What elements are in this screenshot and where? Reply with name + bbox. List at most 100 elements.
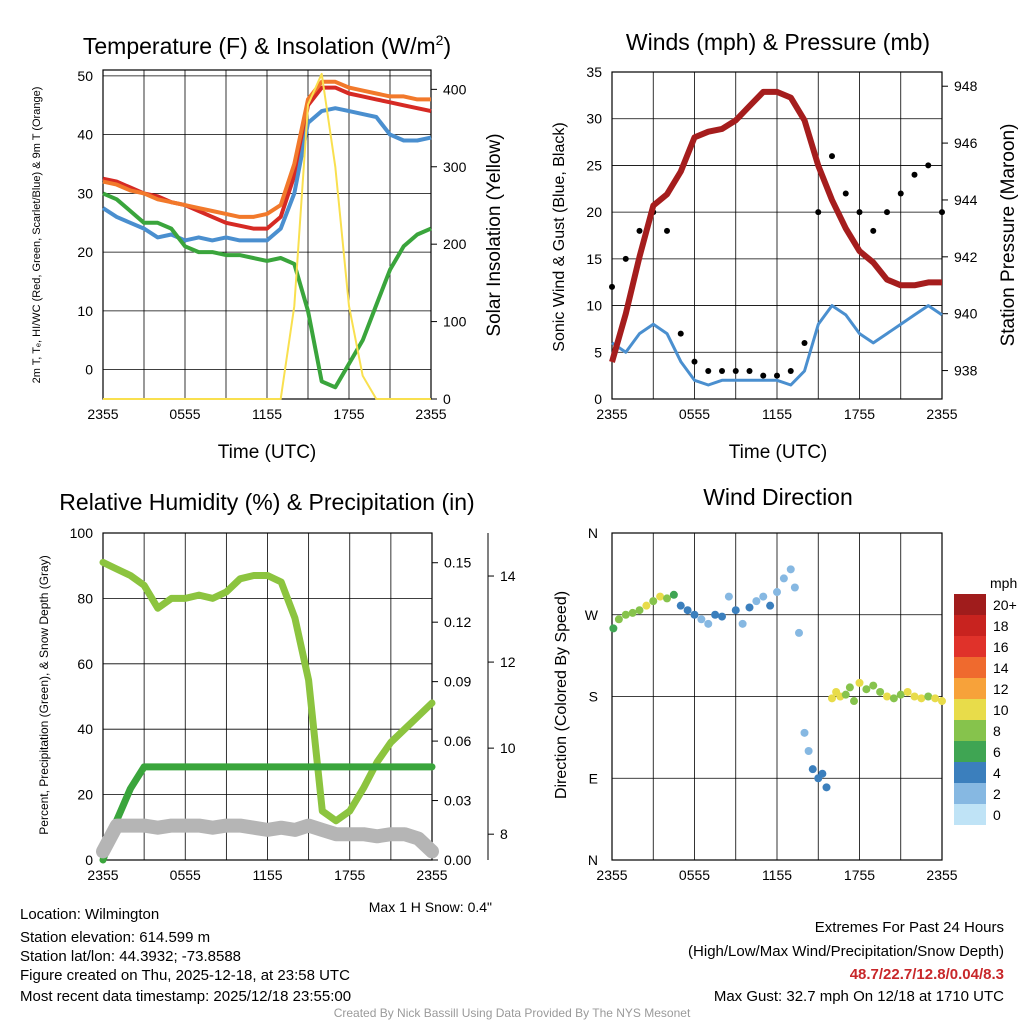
legend-label: 2 bbox=[993, 786, 1001, 802]
y2-tick-label: 400 bbox=[443, 81, 467, 97]
x-tick-label: 1155 bbox=[252, 867, 282, 883]
series-green bbox=[99, 763, 436, 864]
winds-ylabel-right: Station Pressure (Maroon) bbox=[998, 124, 1019, 347]
direction-point bbox=[718, 612, 726, 621]
y-tick-label: 20 bbox=[77, 244, 93, 260]
legend-label: 16 bbox=[993, 639, 1009, 655]
y-tick-label: 40 bbox=[77, 721, 93, 737]
winds-xlabel: Time (UTC) bbox=[729, 442, 828, 463]
humidity-plot: 2355 0555 1155 1755 23550204060801000.000.03… bbox=[70, 525, 516, 883]
x-tick-label: 0555 bbox=[679, 867, 710, 883]
legend-swatch bbox=[954, 615, 986, 636]
y-tick-label: 30 bbox=[586, 111, 602, 127]
direction-point bbox=[903, 687, 912, 696]
direction-point bbox=[808, 765, 817, 774]
direction-point bbox=[850, 697, 858, 706]
y-tick-label: 30 bbox=[77, 185, 93, 201]
legend-swatch bbox=[954, 783, 986, 804]
direction-point bbox=[724, 592, 733, 601]
gust-point bbox=[677, 330, 684, 337]
y-tick-label: N bbox=[588, 525, 598, 541]
direction-point bbox=[869, 681, 878, 690]
x-tick-label: 0555 bbox=[170, 867, 201, 883]
gust-point bbox=[829, 153, 835, 160]
y2-tick-label: 0 bbox=[443, 391, 451, 407]
x-tick-label: 1755 bbox=[844, 867, 875, 883]
gust-point bbox=[897, 190, 904, 197]
credit: Created By Nick Bassill Using Data Provi… bbox=[333, 1006, 691, 1020]
legend-label: 14 bbox=[993, 660, 1009, 676]
direction-point bbox=[773, 588, 781, 597]
gust-point bbox=[705, 367, 712, 374]
direction-point bbox=[931, 694, 940, 703]
direction-point bbox=[896, 690, 905, 699]
legend-label: 6 bbox=[993, 744, 1001, 760]
y2-tick-label: 0.09 bbox=[444, 674, 471, 690]
y2-tick-label: 0.06 bbox=[444, 733, 471, 749]
temperature-plot: 2355 0555 1155 1755 235501020304050010020030… bbox=[77, 68, 466, 422]
gust-point bbox=[815, 209, 822, 216]
gust-point bbox=[664, 227, 670, 234]
humidity-ylabel-left: Percent, Precipitation (Green), & Snow D… bbox=[37, 555, 51, 834]
series-blue bbox=[101, 106, 432, 243]
legend-label: 18 bbox=[993, 618, 1009, 634]
direction-point bbox=[609, 624, 618, 633]
winds-ylabel-left: Sonic Wind & Gust (Blue, Black) bbox=[551, 122, 568, 351]
direction-point bbox=[711, 610, 720, 619]
direction-point bbox=[635, 606, 644, 615]
direction-point bbox=[683, 606, 692, 615]
direction-ylabel-left: Direction (Colored By Speed) bbox=[553, 591, 570, 799]
x-tick-label: 2355 bbox=[415, 406, 446, 422]
gust-point bbox=[609, 283, 615, 290]
y-tick-label: 60 bbox=[77, 656, 93, 672]
legend-swatch bbox=[954, 657, 986, 678]
direction-point bbox=[938, 697, 946, 706]
y2-tick-label: 940 bbox=[954, 306, 978, 322]
direction-point bbox=[828, 694, 836, 703]
gust-point bbox=[760, 372, 767, 379]
legend-swatch bbox=[954, 636, 986, 657]
x-tick-label: 2355 bbox=[87, 406, 118, 422]
direction-point bbox=[818, 769, 827, 778]
y2-tick-label: 948 bbox=[954, 78, 978, 94]
footer-created: Figure created on Thu, 2025-12-18, at 23… bbox=[20, 967, 350, 984]
y2-tick-label: 12 bbox=[500, 654, 516, 670]
direction-point bbox=[738, 619, 747, 628]
direction-point bbox=[697, 615, 706, 624]
y2-tick-label: 942 bbox=[954, 249, 978, 265]
direction-point bbox=[855, 678, 864, 687]
y-tick-label: 0 bbox=[594, 391, 602, 407]
legend-label: 0 bbox=[993, 807, 1001, 823]
direction-point bbox=[766, 601, 775, 610]
legend-label: 12 bbox=[993, 681, 1009, 697]
x-tick-label: 1755 bbox=[334, 867, 365, 883]
x-tick-label: 1155 bbox=[762, 867, 792, 883]
y2-tick-label: 944 bbox=[954, 192, 978, 208]
winds-plot: 2355 0555 1155 1755 235505101520253035938940… bbox=[586, 64, 977, 422]
legend-swatch bbox=[954, 678, 986, 699]
x-tick-label: 1755 bbox=[333, 406, 364, 422]
y-tick-label: 20 bbox=[77, 787, 93, 803]
direction-point bbox=[614, 615, 623, 624]
y2-tick-label: 0.15 bbox=[444, 555, 471, 571]
direction-point bbox=[876, 687, 885, 696]
footer-elevation: Station elevation: 614.599 m bbox=[20, 929, 211, 946]
y-tick-label: 20 bbox=[586, 204, 602, 220]
footer-latlon: Station lat/lon: 44.3932; -73.8588 bbox=[20, 948, 242, 965]
legend-swatch bbox=[954, 762, 986, 783]
direction-point bbox=[779, 574, 788, 583]
direction-panel-title: Wind Direction bbox=[703, 484, 853, 510]
direction-point bbox=[656, 592, 665, 601]
direction-point bbox=[745, 603, 754, 612]
series-red bbox=[102, 85, 432, 231]
direction-point bbox=[759, 592, 768, 601]
y-tick-label: W bbox=[585, 607, 599, 623]
x-tick-label: 0555 bbox=[169, 406, 200, 422]
series-yellow bbox=[103, 72, 431, 400]
y2-tick-label: 0.03 bbox=[444, 793, 471, 809]
temperature-ylabel-right: Solar Insolation (Yellow) bbox=[484, 133, 505, 336]
direction-point bbox=[841, 690, 850, 699]
x-tick-label: 2355 bbox=[926, 406, 957, 422]
y-tick-label: 50 bbox=[77, 68, 93, 84]
